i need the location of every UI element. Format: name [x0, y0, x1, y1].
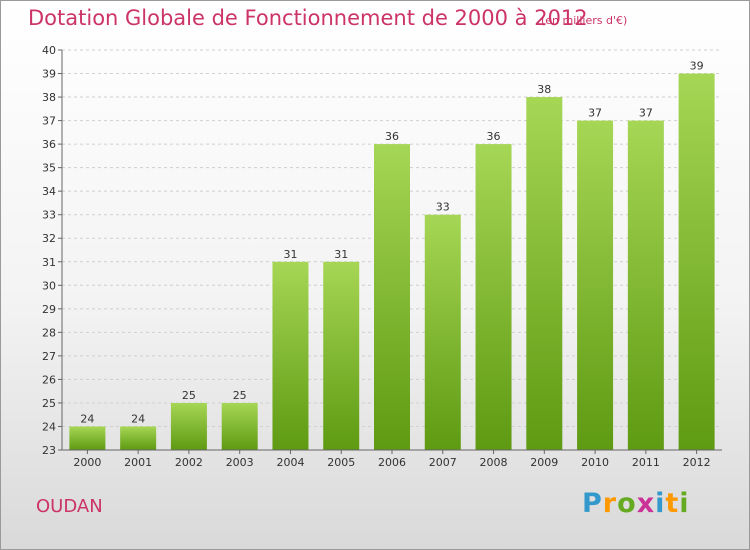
logo-letter: o [617, 488, 637, 519]
bar-2009 [526, 97, 563, 450]
value-label: 31 [334, 248, 348, 261]
x-tick-label: 2006 [378, 456, 406, 469]
y-tick-label: 35 [42, 162, 56, 175]
y-tick-label: 34 [42, 185, 56, 198]
x-tick-label: 2005 [327, 456, 355, 469]
x-tick-label: 2001 [124, 456, 152, 469]
y-tick-label: 26 [42, 373, 56, 386]
value-label: 37 [588, 107, 602, 120]
bar-2004 [272, 261, 309, 450]
value-label: 33 [436, 201, 450, 214]
bar-2001 [120, 426, 157, 450]
x-tick-label: 2000 [73, 456, 101, 469]
y-tick-label: 37 [42, 115, 56, 128]
y-tick-label: 31 [42, 256, 56, 269]
bar-2000 [69, 426, 106, 450]
x-tick-label: 2010 [581, 456, 609, 469]
y-tick-label: 33 [42, 209, 56, 222]
chart-subtitle: (en milliers d'€) [541, 14, 628, 27]
logo-letter: r [602, 488, 618, 519]
proxiti-logo: Proxiti [582, 488, 690, 519]
value-label: 37 [639, 107, 653, 120]
logo-letter: P [582, 488, 603, 519]
bar-2007 [424, 214, 461, 450]
x-tick-label: 2003 [226, 456, 254, 469]
logo-letter: x [636, 488, 656, 519]
value-label: 25 [233, 389, 247, 402]
value-label: 31 [283, 248, 297, 261]
y-tick-label: 29 [42, 303, 56, 316]
y-tick-label: 27 [42, 350, 56, 363]
value-label: 25 [182, 389, 196, 402]
y-tick-label: 38 [42, 91, 56, 104]
axes: 23 24 25 26 27 28 29 30 31 32 33 34 35 36 37 38 39 40 2000… [42, 44, 722, 469]
logo-letter: i [679, 488, 690, 519]
bar-2010 [577, 120, 614, 451]
y-tick-label: 36 [42, 138, 56, 151]
y-tick-label: 23 [42, 444, 56, 457]
value-label: 24 [80, 412, 94, 425]
chart-title: Dotation Globale de Fonctionnement de 20… [28, 6, 588, 30]
bar-2003 [221, 402, 258, 450]
x-tick-label: 2012 [683, 456, 711, 469]
bar-2002 [170, 402, 207, 450]
x-tick-label: 2011 [632, 456, 660, 469]
y-tick-label: 28 [42, 326, 56, 339]
bar-2012 [678, 73, 715, 450]
y-tick-label: 25 [42, 397, 56, 410]
x-tick-label: 2008 [480, 456, 508, 469]
x-tick-label: 2002 [175, 456, 203, 469]
value-label: 36 [385, 130, 399, 143]
y-tick-label: 30 [42, 279, 56, 292]
bar-2011 [627, 120, 664, 451]
y-tick-label: 40 [42, 44, 56, 57]
y-tick-label: 32 [42, 232, 56, 245]
logo-letter: i [655, 488, 666, 519]
x-tick-label: 2004 [276, 456, 304, 469]
value-label: 24 [131, 412, 145, 425]
value-labels: 24 24 25 25 31 31 36 33 36 38 37 37 39 [80, 60, 703, 426]
value-label: 39 [690, 60, 704, 73]
y-tick-label: 24 [42, 420, 56, 433]
x-tick-label: 2009 [530, 456, 558, 469]
bar-2006 [374, 144, 410, 450]
bar-2005 [323, 261, 360, 450]
logo-letter: t [665, 488, 680, 519]
bar-2008 [475, 144, 512, 450]
value-label: 38 [537, 83, 551, 96]
value-label: 36 [487, 130, 501, 143]
x-tick-label: 2007 [429, 456, 457, 469]
bars [69, 73, 715, 451]
city-name: OUDAN [36, 496, 103, 517]
y-tick-label: 39 [42, 68, 56, 81]
